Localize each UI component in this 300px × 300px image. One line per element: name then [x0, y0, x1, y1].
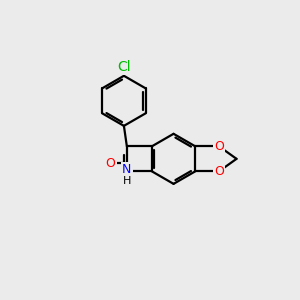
Text: O: O — [214, 165, 224, 178]
Text: O: O — [214, 140, 224, 153]
Text: O: O — [106, 157, 116, 169]
Text: Cl: Cl — [117, 60, 131, 74]
Text: N: N — [122, 164, 131, 176]
Text: H: H — [123, 176, 131, 186]
